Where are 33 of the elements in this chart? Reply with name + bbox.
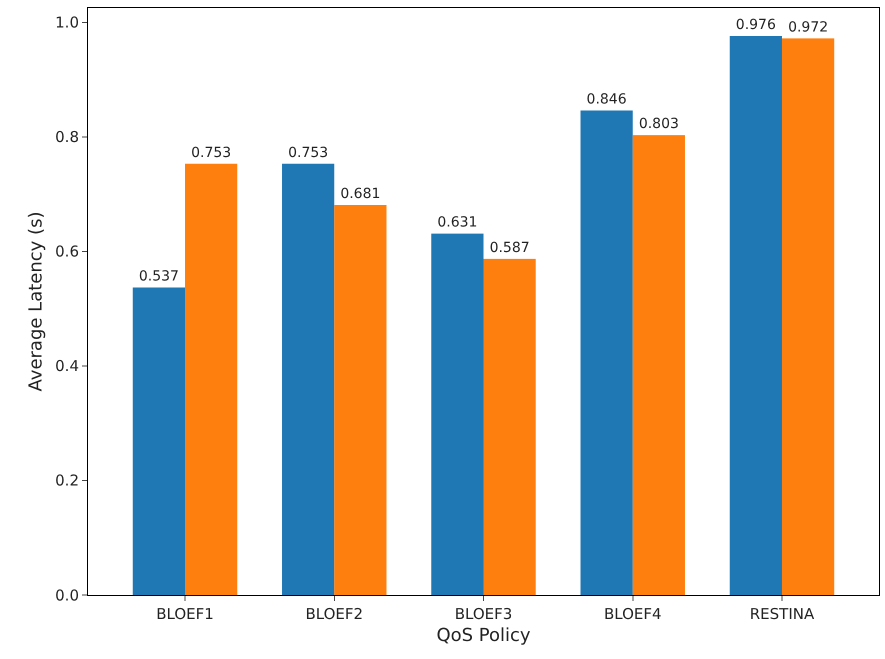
data-label: 0.537 <box>138 268 179 284</box>
x-tick-label: BLOEF1 <box>156 605 214 623</box>
y-tick-label: 0.0 <box>55 586 79 604</box>
data-label: 0.972 <box>788 19 828 36</box>
y-tick-label: 0.6 <box>55 242 79 261</box>
y-tick-label: 1.0 <box>55 14 79 32</box>
bar <box>132 287 186 595</box>
data-label: 0.753 <box>191 144 232 161</box>
bar <box>782 38 834 595</box>
y-tick-label: 0.8 <box>55 128 79 146</box>
x-tick-label: BLOEF2 <box>305 605 364 623</box>
data-label: 0.753 <box>288 144 328 161</box>
bar <box>580 110 633 595</box>
y-tick-label: 0.2 <box>55 472 79 490</box>
data-label: 0.631 <box>437 214 478 231</box>
y-axis-title: Average Latency (s) <box>25 212 46 392</box>
data-label: 0.976 <box>736 17 776 34</box>
x-tick-label: BLOEF4 <box>604 605 662 623</box>
x-tick-label: RESTINA <box>750 605 815 623</box>
bar <box>334 205 386 595</box>
y-tick-label: 0.4 <box>55 357 79 376</box>
bar <box>431 234 484 595</box>
data-label: 0.803 <box>638 116 679 132</box>
data-label: 0.587 <box>490 240 530 256</box>
data-label: 0.846 <box>586 92 627 108</box>
bar <box>632 135 685 595</box>
bar <box>282 164 334 595</box>
x-tick-label: BLOEF3 <box>454 605 512 623</box>
bar <box>484 258 536 595</box>
bar <box>185 164 238 595</box>
bar <box>730 36 782 595</box>
x-axis-title: QoS Policy <box>436 625 531 646</box>
data-label: 0.681 <box>340 186 380 202</box>
